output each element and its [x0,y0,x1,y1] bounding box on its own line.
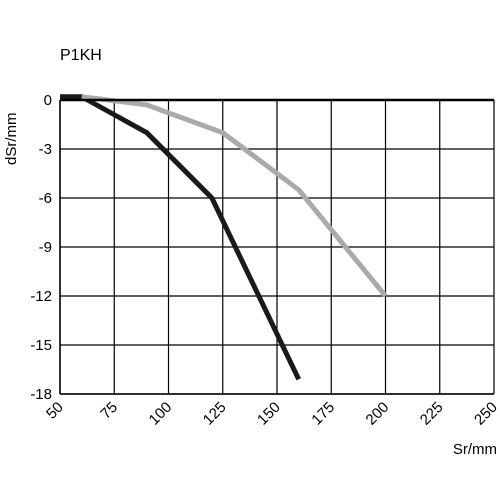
grid [59,99,495,395]
y-tick-label: -6 [39,190,52,207]
y-tick-labels: 0 -3 -6 -9 -12 -15 -18 [30,92,52,403]
x-tick-label: 150 [254,399,284,429]
y-tick-label: -18 [30,386,52,403]
y-tick-label: -15 [30,337,52,354]
x-tick-labels: 50 75 100 125 150 175 200 225 250 [43,399,500,429]
y-tick-label: 0 [44,92,52,109]
series-line-2 [81,94,388,298]
x-tick-label: 200 [363,399,393,429]
plot-frame [59,98,494,395]
y-tick-label: -12 [30,288,52,305]
x-tick-label: 125 [200,399,230,429]
x-tick-label: 225 [417,399,447,429]
x-tick-label: 75 [97,399,121,423]
series-group [60,94,388,381]
y-tick-label: -3 [39,141,52,158]
x-tick-label: 175 [308,399,338,429]
series-line-1 [60,94,301,381]
x-tick-label: 100 [146,399,176,429]
x-tick-label: 250 [471,399,500,429]
chart-title: P1KH [60,47,102,64]
y-axis-title: dSr/mm [3,113,20,166]
y-tick-label: -9 [39,239,52,256]
x-axis-title: Sr/mm [453,441,497,458]
